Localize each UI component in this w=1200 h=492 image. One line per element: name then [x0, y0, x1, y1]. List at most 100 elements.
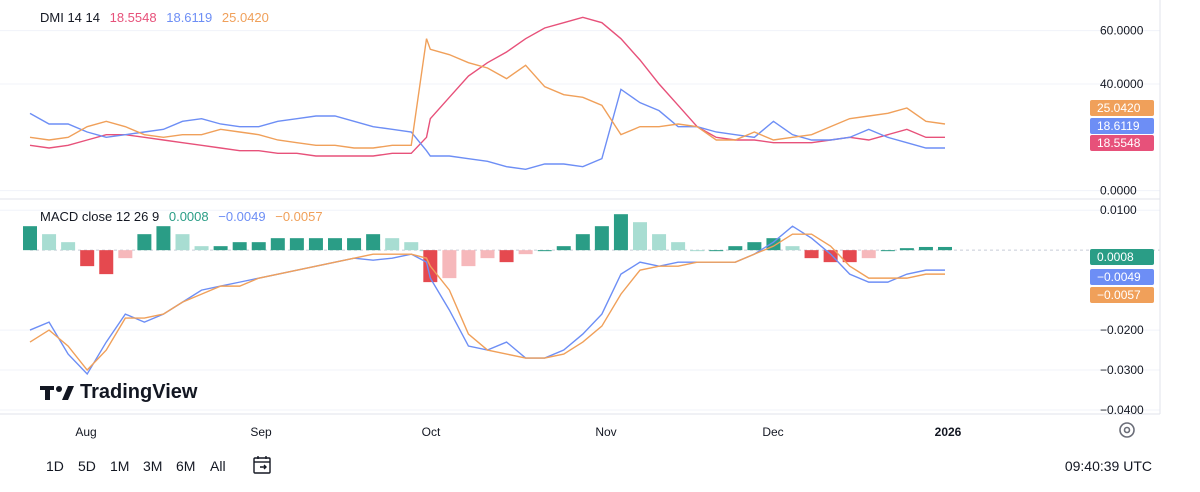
- macd-histogram-bar: [23, 226, 37, 251]
- macd-histogram-bar: [804, 250, 819, 259]
- dmi-last-value-tag: [1090, 118, 1154, 134]
- macd-histogram-bar: [518, 250, 533, 255]
- dmi-series-adx-line: [29, 16, 945, 157]
- range-3m-button[interactable]: 3M: [143, 458, 163, 474]
- macd-last-value-tag: [1090, 249, 1154, 265]
- macd-y-tick-label: 0.0100: [1100, 203, 1137, 217]
- macd-histogram-bar: [366, 234, 381, 251]
- macd-histogram-bar: [156, 226, 171, 251]
- macd-histogram-bar: [99, 250, 114, 275]
- range-all-button[interactable]: All: [210, 458, 226, 474]
- dmi-last-value-tag: [1090, 100, 1154, 116]
- dmi-y-tick-label: 40.0000: [1100, 77, 1144, 91]
- macd-histogram-bar: [480, 250, 495, 259]
- macd-histogram-bar: [118, 250, 133, 259]
- macd-histogram-bar: [690, 250, 705, 252]
- macd-histogram-bar: [671, 242, 686, 251]
- macd-histogram-bar: [347, 238, 362, 251]
- dmi-legend: DMI 14 14 18.5548 18.6119 25.0420: [40, 10, 275, 25]
- macd-histogram-bar: [537, 250, 552, 252]
- macd-legend: MACD close 12 26 9 0.0008 −0.0049 −0.005…: [40, 209, 329, 224]
- dmi-series--di-line: [29, 38, 946, 149]
- time-axis-label[interactable]: Oct: [422, 425, 441, 439]
- macd-legend-name: MACD close 12 26 9: [40, 209, 160, 224]
- macd-series-signal-line: [29, 233, 945, 372]
- range-1d-button[interactable]: 1D: [46, 458, 64, 474]
- macd-histogram-bar: [328, 238, 342, 251]
- time-axis-label[interactable]: Dec: [762, 425, 783, 439]
- macd-histogram-bar: [918, 246, 933, 251]
- macd-legend-macd: −0.0049: [218, 209, 266, 224]
- dmi-last-value-text: 18.6119: [1097, 119, 1140, 133]
- dmi-legend-name: DMI 14 14: [40, 10, 100, 25]
- macd-last-value-text: 0.0008: [1097, 250, 1134, 264]
- macd-histogram-bar: [499, 250, 514, 263]
- dmi-legend-minus-di: 25.0420: [221, 10, 269, 25]
- time-axis-label[interactable]: Aug: [75, 425, 96, 439]
- dmi-last-value-text: 18.5548: [1097, 136, 1141, 150]
- dmi-y-tick-label: 0.0000: [1100, 184, 1137, 198]
- tradingview-logo-icon: [40, 385, 74, 400]
- macd-y-tick-label: −0.0300: [1100, 363, 1144, 377]
- macd-histogram-bar: [938, 246, 952, 251]
- macd-histogram-bar: [709, 250, 724, 252]
- macd-histogram-bar: [613, 214, 628, 251]
- range-5d-button[interactable]: 5D: [78, 458, 96, 474]
- macd-legend-signal: −0.0057: [275, 209, 323, 224]
- macd-y-tick-label: −0.0400: [1100, 403, 1144, 417]
- macd-histogram-bar: [137, 234, 152, 251]
- dmi-legend-adx: 18.5548: [109, 10, 157, 25]
- macd-histogram-bar: [270, 238, 285, 251]
- tradingview-logo-text: TradingView: [80, 381, 198, 403]
- macd-histogram-bar: [175, 234, 190, 251]
- macd-last-value-tag: [1090, 287, 1154, 303]
- settings-gear-icon[interactable]: [1118, 421, 1136, 439]
- macd-histogram-bar: [899, 248, 914, 251]
- time-axis-label[interactable]: Sep: [250, 425, 272, 439]
- macd-histogram-bar: [575, 234, 590, 251]
- macd-histogram-bar: [842, 250, 857, 263]
- macd-histogram-bar: [461, 250, 476, 267]
- macd-last-value-tag: [1090, 269, 1154, 285]
- macd-histogram-bar: [556, 246, 571, 251]
- macd-histogram-bar: [728, 246, 743, 251]
- macd-histogram-bar: [861, 250, 876, 259]
- macd-legend-histogram: 0.0008: [168, 209, 209, 224]
- macd-y-tick-label: −0.0200: [1100, 323, 1144, 337]
- macd-histogram-bar: [61, 242, 76, 251]
- dmi-legend-plus-di: 18.6119: [166, 10, 213, 25]
- macd-histogram-bar: [766, 238, 781, 251]
- time-axis-label[interactable]: 2026: [935, 425, 962, 439]
- macd-histogram-bar: [251, 242, 266, 251]
- macd-pane: [0, 209, 1160, 411]
- dmi-last-value-text: 25.0420: [1097, 101, 1141, 115]
- dmi-last-value-tag: [1090, 135, 1154, 151]
- macd-histogram-bar: [880, 250, 895, 252]
- dmi-series--di-line: [29, 88, 945, 171]
- dmi-y-tick-label: 60.0000: [1100, 24, 1144, 38]
- price-axis: 60.0000 40.0000 0.0000 25.0420 18.6119 18.554…: [0, 0, 1161, 417]
- macd-histogram-bar: [80, 250, 95, 267]
- macd-histogram-bar: [747, 242, 762, 251]
- time-axis-label[interactable]: Nov: [595, 425, 616, 439]
- macd-histogram-bar: [442, 250, 457, 279]
- macd-histogram-bar: [823, 250, 838, 263]
- macd-last-value-text: −0.0057: [1097, 288, 1141, 302]
- macd-histogram-bar: [652, 234, 667, 251]
- range-1m-button[interactable]: 1M: [110, 458, 130, 474]
- tradingview-logo: TradingView: [40, 381, 197, 404]
- macd-histogram-bar: [633, 222, 647, 251]
- macd-last-value-text: −0.0049: [1097, 270, 1141, 284]
- date-range-icon[interactable]: [252, 454, 274, 476]
- range-6m-button[interactable]: 6M: [176, 458, 196, 474]
- time-axis[interactable]: Aug Sep Oct Nov Dec 2026: [75, 425, 961, 439]
- macd-histogram-bar: [289, 238, 304, 251]
- macd-histogram-bar: [42, 234, 57, 251]
- bottom-toolbar: 1D 5D 1M 3M 6M All 09:40:39 UTC: [0, 446, 1200, 486]
- dmi-pane: [0, 16, 1160, 192]
- macd-histogram-bar: [594, 226, 609, 251]
- macd-histogram-bar: [785, 246, 800, 251]
- macd-histogram-bar: [404, 242, 419, 251]
- clock-readout[interactable]: 09:40:39 UTC: [1064, 458, 1152, 474]
